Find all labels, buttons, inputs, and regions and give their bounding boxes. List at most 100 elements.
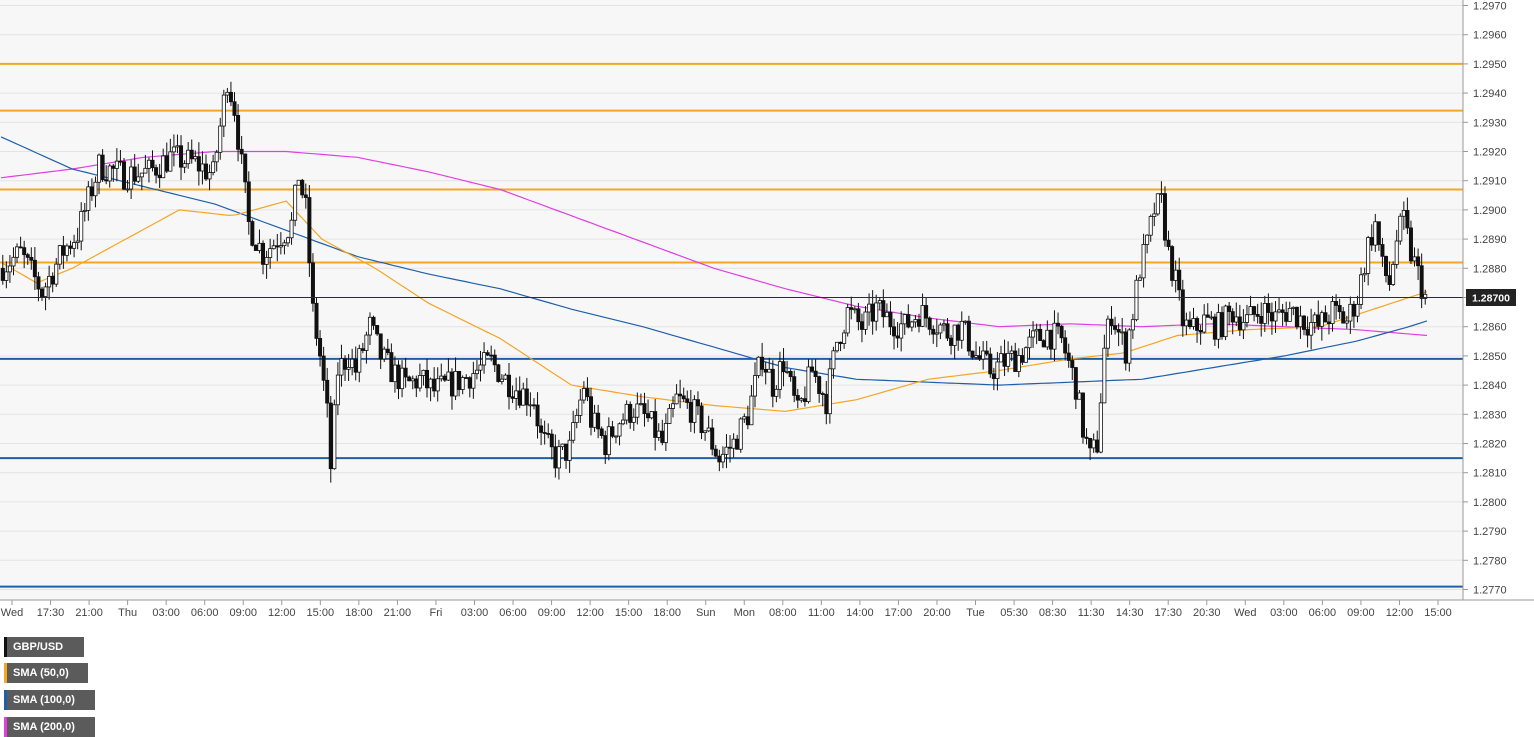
candle — [72, 234, 77, 258]
candle — [1252, 305, 1257, 322]
candle-body-up — [1148, 216, 1153, 236]
candle — [357, 344, 362, 383]
candle-body-down — [817, 376, 822, 394]
candle-body-up — [1184, 319, 1189, 327]
candle-body-down — [549, 433, 554, 448]
candle — [136, 163, 141, 183]
candle-body-up — [278, 245, 283, 248]
candle-body-up — [938, 324, 943, 334]
candle-body-down — [792, 376, 797, 396]
candle-body-up — [959, 320, 964, 341]
legend-item-sma-200[interactable]: SMA (200,0) — [4, 717, 95, 737]
candle — [959, 311, 964, 349]
candle — [1177, 257, 1182, 301]
candle-body-down — [1116, 329, 1121, 333]
candle-body-up — [392, 364, 397, 383]
candle-body-up — [143, 167, 148, 174]
candle-body-down — [870, 303, 875, 322]
candle — [82, 203, 87, 222]
candle-body-down — [1419, 265, 1424, 299]
y-tick-label: 1.2970 — [1473, 1, 1507, 13]
candle — [321, 346, 326, 391]
candle-body-up — [357, 348, 362, 373]
y-tick-label: 1.2790 — [1473, 526, 1507, 538]
candle — [1155, 193, 1160, 216]
candle — [1309, 308, 1314, 350]
candle-body-up — [877, 300, 882, 304]
candle-body-up — [453, 370, 458, 397]
candle — [346, 354, 351, 382]
candle — [909, 320, 914, 332]
candle — [114, 148, 119, 182]
candle-body-up — [799, 398, 804, 401]
candle-body-up — [845, 307, 850, 334]
legend-item-gbpusd[interactable]: GBP/USD — [4, 637, 84, 657]
candle-body-down — [1408, 227, 1413, 262]
candle-body-up — [909, 321, 914, 328]
candle — [881, 289, 886, 328]
legend-item-sma-50[interactable]: SMA (50,0) — [4, 663, 88, 683]
candle-body-down — [531, 404, 536, 407]
x-tick-label: 12:00 — [268, 607, 296, 619]
candle-body-down — [695, 399, 700, 407]
x-tick-label: Mon — [734, 607, 755, 619]
candle-body-up — [428, 378, 433, 389]
x-tick-label: 05:30 — [1000, 607, 1028, 619]
candle — [485, 350, 490, 357]
candle-body-down — [396, 364, 401, 390]
candle-body-down — [685, 398, 690, 403]
legend-item-sma-100[interactable]: SMA (100,0) — [4, 690, 95, 710]
candle — [1138, 274, 1143, 281]
candle — [1266, 293, 1271, 325]
candle-body-down — [856, 308, 861, 323]
candle-body-down — [881, 300, 886, 318]
candle-body-up — [503, 374, 508, 380]
candle-body-up — [899, 323, 904, 339]
candle-body-up — [97, 154, 102, 183]
x-tick-label: 09:00 — [538, 607, 566, 619]
candle-body-up — [1287, 307, 1292, 322]
candle-body-up — [1373, 221, 1378, 246]
x-tick-label: 06:00 — [1309, 607, 1337, 619]
candle — [810, 359, 815, 372]
candle-body-down — [763, 368, 768, 373]
candle-body-up — [731, 438, 736, 449]
candle-body-down — [303, 194, 308, 198]
plot-background — [0, 0, 1463, 600]
candle-body-down — [781, 361, 786, 373]
candle-body-down — [599, 428, 604, 436]
candle — [874, 294, 879, 331]
candle — [653, 399, 658, 451]
candle — [770, 360, 775, 408]
candle-body-up — [752, 375, 757, 397]
candle — [938, 322, 943, 340]
candle-body-up — [806, 366, 811, 403]
candle — [139, 172, 144, 191]
candle-body-down — [892, 326, 897, 337]
candle-body-down — [760, 356, 765, 370]
candle-body-up — [1102, 347, 1107, 404]
candle-body-up — [193, 156, 198, 160]
candle — [1337, 298, 1342, 319]
candle-body-down — [1220, 312, 1225, 338]
candle — [15, 243, 20, 263]
x-tick-label: 21:00 — [75, 607, 103, 619]
candle — [182, 160, 187, 174]
candle — [1109, 306, 1114, 335]
candle-body-down — [1384, 255, 1389, 277]
candle-body-down — [1280, 309, 1285, 313]
candle-body-down — [1227, 305, 1232, 312]
candle-body-down — [888, 311, 893, 328]
series-swatch — [4, 637, 7, 657]
candle-body-down — [653, 411, 658, 438]
candle — [364, 331, 369, 364]
candle-body-up — [692, 399, 697, 423]
candle-body-down — [157, 174, 162, 179]
candle — [1241, 309, 1246, 340]
candle-body-up — [852, 308, 857, 311]
x-tick-label: 18:00 — [653, 607, 681, 619]
candle-body-up — [146, 159, 151, 169]
candle-body-up — [656, 430, 661, 438]
candle-body-down — [343, 358, 348, 370]
candle — [720, 446, 725, 469]
